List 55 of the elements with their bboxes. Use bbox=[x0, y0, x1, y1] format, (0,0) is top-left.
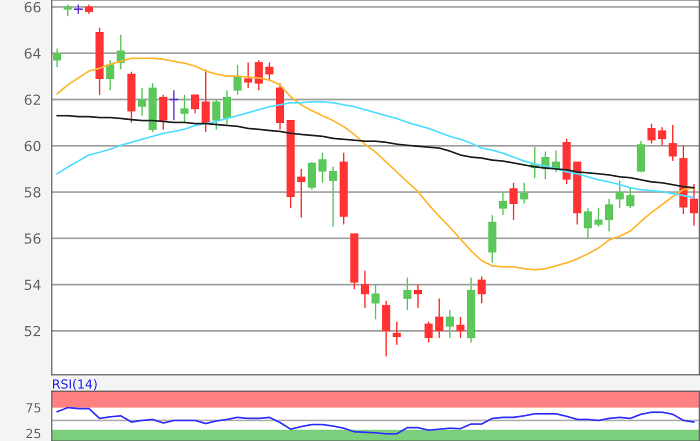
y-tick-label: 64 bbox=[24, 48, 41, 59]
candlestick bbox=[456, 316, 465, 339]
candlestick bbox=[690, 183, 698, 226]
candlestick bbox=[202, 68, 210, 133]
candlestick bbox=[191, 94, 200, 114]
y-tick-label: 56 bbox=[24, 233, 41, 244]
candlestick bbox=[64, 4, 72, 17]
candlestick bbox=[403, 276, 412, 311]
candlestick bbox=[84, 4, 94, 15]
candlestick bbox=[138, 87, 146, 116]
candlestick bbox=[668, 124, 677, 162]
y-tick-label: 58 bbox=[24, 187, 40, 198]
y-tick-label: 62 bbox=[24, 94, 40, 105]
candlestick bbox=[106, 59, 114, 91]
y-tick-label: 75 bbox=[26, 403, 40, 413]
candlestick bbox=[498, 191, 507, 216]
candlestick bbox=[509, 182, 518, 221]
candlestick bbox=[392, 320, 401, 346]
y-tick-label: 60 bbox=[24, 140, 40, 152]
candlestick bbox=[446, 309, 454, 339]
candlestick bbox=[658, 126, 666, 146]
candlestick bbox=[371, 284, 380, 320]
y-tick-label: 66 bbox=[24, 2, 41, 12]
candlestick bbox=[605, 198, 614, 232]
candlestick bbox=[180, 94, 189, 124]
candlestick bbox=[265, 62, 274, 82]
candlestick bbox=[74, 4, 83, 15]
candlestick bbox=[360, 270, 369, 308]
y-tick-label: 54 bbox=[24, 280, 41, 290]
candlestick bbox=[318, 152, 327, 184]
candlestick bbox=[329, 166, 338, 228]
candlestick bbox=[222, 90, 232, 126]
candlestick bbox=[594, 208, 603, 228]
candlestick bbox=[626, 186, 634, 209]
candlestick bbox=[212, 98, 220, 130]
candlestick bbox=[424, 320, 433, 344]
candlestick bbox=[435, 298, 444, 339]
candlestick bbox=[647, 123, 656, 144]
candlestick bbox=[254, 59, 263, 91]
y-tick-label: 52 bbox=[24, 326, 40, 336]
candlestick bbox=[159, 94, 168, 130]
line-series bbox=[56, 406, 695, 435]
candlestick bbox=[414, 284, 422, 308]
candlestick bbox=[244, 62, 252, 89]
candlestick bbox=[297, 168, 306, 218]
candlestick bbox=[584, 208, 592, 240]
chart-title: RSI(14) bbox=[53, 379, 97, 390]
candlestick bbox=[233, 64, 242, 96]
candlestick bbox=[616, 180, 624, 209]
candlestick bbox=[53, 48, 62, 68]
candlestick bbox=[478, 276, 486, 304]
candlestick bbox=[169, 90, 178, 122]
y-tick-label: 25 bbox=[26, 428, 40, 438]
candlestick bbox=[116, 34, 125, 70]
candlestick bbox=[520, 182, 528, 204]
